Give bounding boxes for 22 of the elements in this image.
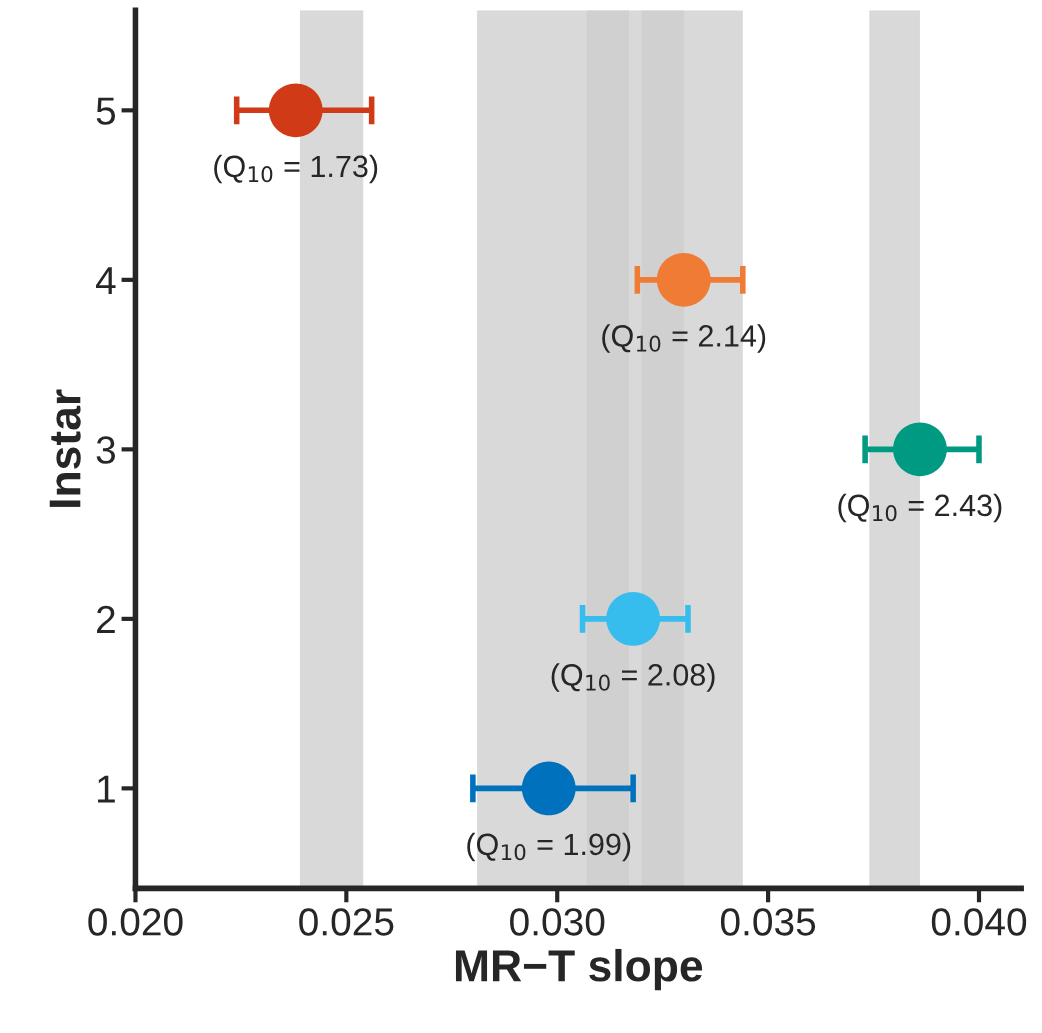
y-tick-label: 1 [98,775,115,803]
y-tick-label: 3 [96,436,115,464]
y-tick-label: 4 [95,267,116,294]
point [656,252,711,307]
annotation: (Q$_{10}$ = 1.99) [467,832,631,862]
x-tick-label: 0.030 [510,908,605,936]
y-axis-title: Instar [49,389,81,507]
x-tick-label: 0.020 [88,908,183,936]
annotation: (Q$_{10}$ = 2.43) [838,493,1002,523]
point [893,422,947,477]
x-axis-title: MR−T slope [455,948,703,991]
x-tick-label: 0.040 [931,908,1027,936]
point [268,83,323,138]
y-tick-label: 2 [97,605,115,633]
x-tick-label: 0.025 [299,908,394,936]
y-tick-label: 5 [96,97,116,125]
annotation: (Q$_{10}$ = 2.08) [551,663,715,692]
point [521,761,576,816]
annotation: (Q$_{10}$ = 2.14) [602,324,766,353]
point [606,591,661,646]
x-tick-label: 0.035 [720,908,816,936]
annotation: (Q$_{10}$ = 1.73) [214,154,378,184]
